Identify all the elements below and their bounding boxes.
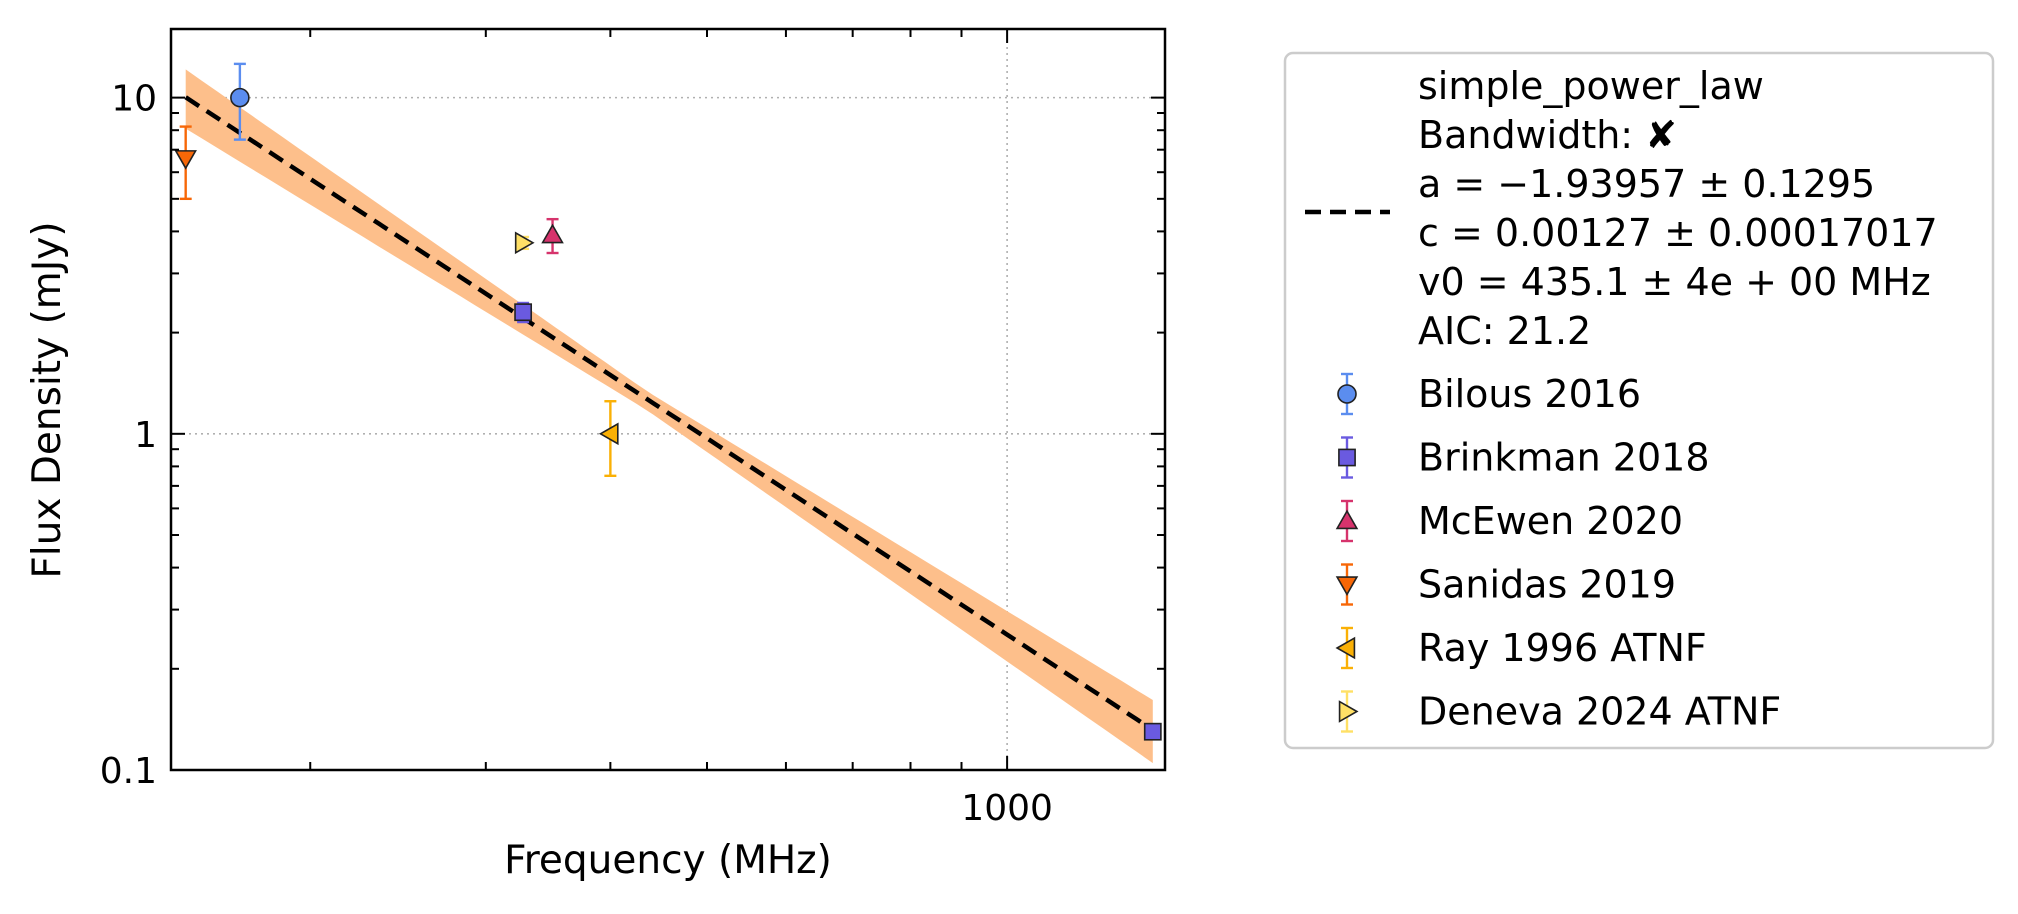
y-tick-label: 10: [111, 79, 157, 120]
legend-entry: Bilous 2016: [1337, 372, 1641, 416]
y-tick-label: 1: [134, 415, 157, 456]
fit-line: [184, 95, 1155, 732]
data-point: [174, 150, 197, 170]
legend-marker: [1338, 448, 1356, 467]
series-brinkman-2018: [514, 301, 1162, 741]
legend-entry: McEwen 2020: [1335, 499, 1683, 543]
plot-frame: [169, 27, 1167, 772]
legend-fit-label-line: AIC: 21.2: [1418, 309, 1591, 353]
axis-ticks: 10 1 0.1 1000: [100, 29, 1165, 829]
series-sanidas-2019: [174, 125, 197, 201]
legend-label: Deneva 2024 ATNF: [1418, 690, 1781, 734]
legend-marker: [1338, 700, 1359, 723]
legend-entry: Sanidas 2019: [1335, 563, 1676, 607]
legend-fit-entry: simple_power_law Bandwidth: ✘ a = −1.93957…: [1305, 64, 1938, 353]
legend-fit-label-line: v0 = 435.1 ± 4e + 00 MHz: [1418, 260, 1931, 304]
legend-series-entries: Bilous 2016 Brinkman 2018 McEwen 2020 Sanid…: [1335, 372, 1781, 734]
y-tick-label: 0.1: [100, 751, 157, 792]
legend-marker: [1335, 636, 1356, 660]
data-point: [514, 231, 535, 255]
legend-label: Brinkman 2018: [1418, 436, 1710, 480]
legend-frame: [1283, 51, 1995, 750]
legend-label: Ray 1996 ATNF: [1418, 626, 1707, 670]
legend-marker: [1335, 509, 1359, 530]
data-points: [174, 62, 1162, 741]
legend-entry: Deneva 2024 ATNF: [1338, 690, 1781, 734]
legend: simple_power_law Bandwidth: ✘ a = −1.93957…: [1283, 51, 1995, 750]
series-deneva-2024-atnf: [514, 231, 535, 255]
legend-marker: [1337, 384, 1357, 404]
legend-entry: Brinkman 2018: [1338, 436, 1710, 480]
grid-lines: [171, 29, 1165, 770]
legend-marker: [1335, 576, 1359, 597]
legend-fit-label-line: a = −1.93957 ± 0.1295: [1418, 162, 1875, 206]
y-axis-label: Flux Density (mJy): [25, 221, 70, 578]
series-ray-1996-atnf: [598, 400, 619, 478]
series-bilous-2016: [230, 62, 250, 141]
series-mcewen-2020: [541, 217, 564, 255]
legend-fit-label-line: c = 0.00127 ± 0.00017017: [1418, 211, 1938, 255]
legend-fit-label-line: simple_power_law: [1418, 64, 1764, 108]
legend-label: Bilous 2016: [1418, 372, 1641, 416]
legend-fit-label-line: Bandwidth: ✘: [1418, 113, 1677, 157]
legend-label: Sanidas 2019: [1418, 563, 1676, 607]
x-axis-label: Frequency (MHz): [504, 838, 832, 883]
data-point: [230, 87, 250, 108]
legend-label: McEwen 2020: [1418, 499, 1683, 543]
data-point: [598, 422, 619, 446]
fit-layer: [184, 69, 1155, 764]
data-point: [1143, 722, 1162, 741]
x-tick-label: 1000: [961, 788, 1053, 829]
data-point: [514, 303, 533, 322]
data-point: [541, 223, 564, 244]
legend-entry: Ray 1996 ATNF: [1335, 626, 1707, 670]
